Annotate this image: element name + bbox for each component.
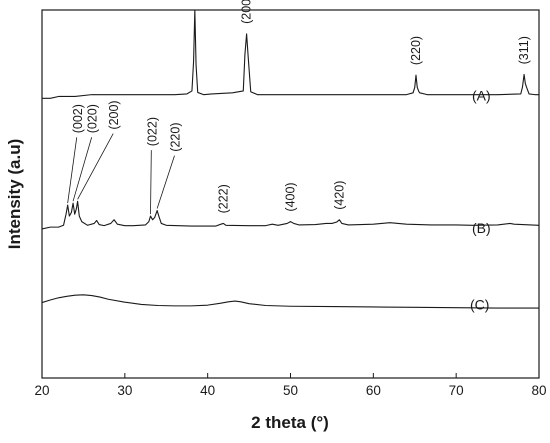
peak-label: (400) bbox=[284, 182, 298, 211]
x-tick-label: 60 bbox=[366, 383, 381, 398]
x-axis-title: 2 theta (°) bbox=[251, 413, 329, 432]
x-axis-ticks: 20 30 40 50 60 70 80 bbox=[34, 373, 547, 398]
x-tick-label: 80 bbox=[531, 383, 546, 398]
peak-leader bbox=[77, 133, 114, 200]
peak-label: (002) bbox=[71, 104, 85, 133]
x-tick-label: 70 bbox=[449, 383, 464, 398]
trace-1 bbox=[42, 9, 539, 99]
peak-label: (020) bbox=[86, 104, 100, 133]
peak-label: (200) bbox=[240, 0, 254, 24]
peak-label: (220) bbox=[409, 36, 423, 65]
series-label: (A) bbox=[472, 88, 491, 104]
peak-leader bbox=[156, 155, 175, 209]
peak-label: (200) bbox=[107, 100, 121, 129]
peak-leader bbox=[72, 137, 93, 202]
x-tick-label: 50 bbox=[283, 383, 298, 398]
traces bbox=[41, 9, 540, 309]
y-axis-title: Intensity (a.u) bbox=[5, 139, 24, 250]
trace-labels: (A) (B) (C) bbox=[470, 88, 491, 313]
peak-leader bbox=[150, 150, 152, 215]
peak-leader bbox=[67, 137, 78, 204]
x-tick-label: 20 bbox=[34, 383, 49, 398]
peak-label: (311) bbox=[517, 36, 531, 64]
trace-3 bbox=[41, 294, 539, 309]
x-tick-label: 40 bbox=[200, 383, 215, 398]
peak-label: (220) bbox=[169, 123, 183, 152]
trace-2 bbox=[41, 200, 540, 230]
series-label: (C) bbox=[470, 296, 489, 312]
peak-label: (222) bbox=[216, 184, 230, 213]
x-tick-label: 30 bbox=[117, 383, 132, 398]
peak-labels: (111)(200)(220)(311)(002)(020)(200)(022)… bbox=[67, 0, 531, 215]
peak-label: (420) bbox=[332, 181, 346, 210]
peak-label: (022) bbox=[145, 117, 159, 146]
series-label: (B) bbox=[472, 220, 491, 236]
